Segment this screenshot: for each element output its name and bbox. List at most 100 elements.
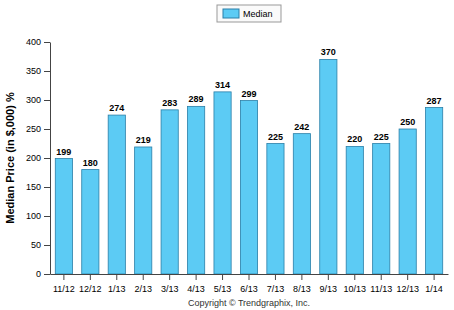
y-tick: 300 xyxy=(26,95,50,105)
y-tick-mark xyxy=(44,274,50,275)
y-tick-label: 200 xyxy=(26,153,41,163)
x-tick-label: 11/12 xyxy=(53,284,75,294)
x-tick: 3/13 xyxy=(161,274,179,294)
bar xyxy=(214,92,231,274)
x-tick-mark xyxy=(328,274,329,280)
x-tick-mark xyxy=(381,274,382,280)
x-tick-mark xyxy=(222,274,223,280)
x-tick: 10/13 xyxy=(344,274,367,294)
y-axis-title: Median Price (in $,000) % xyxy=(4,92,16,224)
bars xyxy=(55,59,442,274)
x-tick-mark xyxy=(143,274,144,280)
x-tick: 11/13 xyxy=(370,274,392,294)
data-label: 199 xyxy=(56,147,71,157)
data-label: 220 xyxy=(347,134,362,144)
y-tick: 50 xyxy=(31,240,50,250)
legend-swatch xyxy=(223,9,239,18)
x-tick-mark xyxy=(275,274,276,280)
y-tick-label: 300 xyxy=(26,95,41,105)
y-tick-label: 0 xyxy=(36,269,41,279)
x-tick-label: 6/13 xyxy=(240,284,258,294)
x-tick-label: 10/13 xyxy=(344,284,367,294)
bar xyxy=(135,147,152,274)
data-label: 287 xyxy=(427,96,442,106)
bar xyxy=(293,134,310,274)
x-tick-mark xyxy=(407,274,408,280)
data-label: 219 xyxy=(136,135,151,145)
x-tick-mark xyxy=(249,274,250,280)
bar xyxy=(108,115,125,274)
x-tick: 11/12 xyxy=(53,274,75,294)
y-tick-mark xyxy=(44,187,50,188)
x-tick-label: 2/13 xyxy=(134,284,152,294)
y-tick-mark xyxy=(44,71,50,72)
data-label: 274 xyxy=(109,103,124,113)
y-tick-mark xyxy=(44,245,50,246)
data-label: 250 xyxy=(400,117,415,127)
x-tick-label: 4/13 xyxy=(187,284,205,294)
y-axis-line xyxy=(50,43,51,275)
bar xyxy=(267,144,284,275)
x-tick-label: 7/13 xyxy=(267,284,285,294)
bar xyxy=(188,106,205,274)
y-tick: 150 xyxy=(26,182,50,192)
x-tick: 7/13 xyxy=(267,274,285,294)
x-tick: 1/14 xyxy=(425,274,443,294)
y-tick: 200 xyxy=(26,153,50,163)
y-tick-label: 400 xyxy=(26,37,41,47)
x-tick: 9/13 xyxy=(320,274,338,294)
y-tick-mark xyxy=(44,42,50,43)
legend-box xyxy=(217,5,281,22)
bar xyxy=(399,129,416,274)
chart: 05010015020025030035040011/1212/121/132/… xyxy=(0,0,454,310)
y-tick-mark xyxy=(44,216,50,217)
x-tick-label: 12/12 xyxy=(79,284,102,294)
x-tick-label: 8/13 xyxy=(293,284,311,294)
y-tick-label: 100 xyxy=(26,211,41,221)
x-tick-mark xyxy=(354,274,355,280)
data-label: 225 xyxy=(374,132,389,142)
legend-label: Median xyxy=(243,9,273,19)
x-tick-mark xyxy=(63,274,64,280)
x-axis: 11/12 12/12 1/13 2/13 3/13 4/13 5/13 6/13 7/13 8/… xyxy=(51,274,449,294)
bar xyxy=(373,144,390,275)
bar xyxy=(82,170,99,274)
data-label: 314 xyxy=(215,80,230,90)
y-tick-mark xyxy=(44,129,50,130)
x-tick-label: 1/14 xyxy=(425,284,443,294)
x-tick: 8/13 xyxy=(293,274,311,294)
y-tick-mark xyxy=(44,158,50,159)
data-label: 289 xyxy=(189,94,204,104)
data-label: 299 xyxy=(241,89,256,99)
x-tick-mark xyxy=(169,274,170,280)
legend: Median xyxy=(217,5,281,22)
data-labels: 1991802742192832893142992252423702202252… xyxy=(56,47,441,167)
x-tick-mark xyxy=(301,274,302,280)
x-tick-mark xyxy=(196,274,197,280)
bar xyxy=(346,146,363,274)
x-tick: 12/12 xyxy=(79,274,102,294)
x-tick: 5/13 xyxy=(214,274,232,294)
y-tick: 0 xyxy=(36,269,50,279)
x-tick-label: 9/13 xyxy=(320,284,338,294)
x-tick: 4/13 xyxy=(187,274,205,294)
bar xyxy=(161,110,178,274)
x-tick: 6/13 xyxy=(240,274,258,294)
x-tick-label: 5/13 xyxy=(214,284,232,294)
x-tick-label: 12/13 xyxy=(396,284,419,294)
bar xyxy=(240,101,257,274)
data-label: 180 xyxy=(83,158,98,168)
x-tick: 1/13 xyxy=(108,274,126,294)
x-tick-label: 3/13 xyxy=(161,284,179,294)
y-tick: 100 xyxy=(26,211,50,221)
data-label: 225 xyxy=(268,132,283,142)
bar xyxy=(55,159,72,274)
x-tick: 2/13 xyxy=(134,274,152,294)
y-tick-label: 150 xyxy=(26,182,41,192)
x-tick-label: 11/13 xyxy=(370,284,392,294)
y-tick-mark xyxy=(44,100,50,101)
y-tick: 400 xyxy=(26,37,50,47)
x-tick-mark xyxy=(116,274,117,280)
data-label: 242 xyxy=(294,122,309,132)
data-label: 370 xyxy=(321,47,336,57)
